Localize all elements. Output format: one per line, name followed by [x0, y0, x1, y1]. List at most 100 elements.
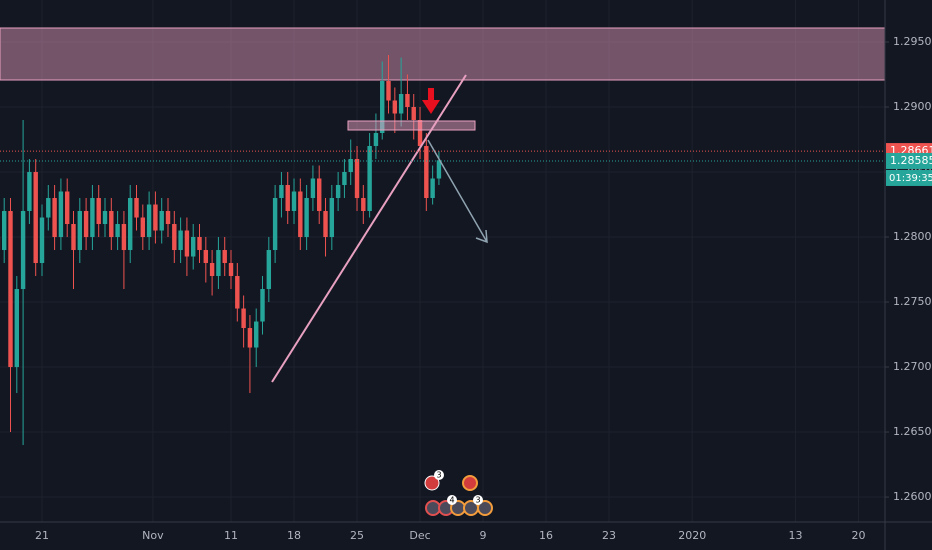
x-tick-label: 13 — [789, 529, 803, 542]
candle-body — [209, 263, 215, 277]
countdown-box — [886, 169, 932, 186]
candle-body — [272, 198, 278, 251]
candle-body — [140, 217, 146, 238]
candle-body — [392, 100, 398, 114]
candle-body — [279, 185, 284, 199]
y-tick-label: 1.26000 — [893, 490, 932, 503]
candle-body — [90, 198, 95, 238]
candle-body — [386, 80, 391, 101]
candle-body — [184, 230, 190, 257]
candle-body — [323, 211, 328, 238]
candle-body — [405, 93, 410, 108]
y-tick-label: 1.26500 — [893, 425, 932, 438]
candle-body — [39, 217, 45, 264]
y-tick-label: 1.29000 — [893, 100, 932, 113]
event-icon[interactable] — [424, 475, 440, 491]
candle-body — [310, 178, 316, 199]
candle-body — [115, 224, 120, 238]
candle-body — [254, 321, 259, 348]
candle-body — [146, 204, 152, 238]
candle-body — [121, 224, 127, 251]
candle-body — [298, 191, 303, 238]
candle-body — [1, 211, 7, 251]
candle-body — [266, 250, 272, 290]
candle-body — [27, 172, 32, 212]
event-count: 3 — [475, 496, 480, 505]
event-count: 3 — [436, 471, 441, 480]
candle-body — [58, 191, 64, 238]
event-icon[interactable] — [477, 500, 493, 516]
projection-arrow — [427, 139, 488, 243]
x-tick-label: 18 — [287, 529, 301, 542]
candle-body — [329, 198, 335, 238]
events: 3 4 3 — [424, 470, 493, 516]
trend-line — [271, 74, 467, 383]
candle-body — [222, 250, 227, 264]
candle-body — [83, 211, 89, 238]
axes: 1.26000 1.26500 1.27000 1.27500 1.28000 1.285… — [0, 35, 932, 542]
candle-body — [247, 328, 253, 348]
candle-body — [172, 224, 177, 251]
candle-body — [373, 133, 379, 147]
candle-body — [128, 198, 133, 251]
candle-body — [354, 159, 360, 199]
support-box — [347, 120, 476, 131]
x-tick-label: 9 — [480, 529, 487, 542]
candle-body — [216, 250, 221, 277]
resistance-zone — [0, 27, 886, 81]
candle-body — [424, 146, 429, 199]
x-tick-label: 23 — [602, 529, 616, 542]
candles — [0, 54, 442, 446]
x-tick-label: 16 — [539, 529, 553, 542]
candle-body — [77, 211, 83, 251]
x-tick-label: 25 — [350, 529, 364, 542]
candle-body — [178, 230, 183, 251]
candle-body — [159, 211, 164, 231]
candle-body — [109, 211, 114, 238]
y-tick-label: 1.27500 — [893, 295, 932, 308]
candle-body — [285, 185, 290, 212]
arrow-head — [475, 229, 488, 244]
event-badge — [473, 495, 483, 505]
candle-body — [8, 211, 13, 368]
candle-body — [241, 308, 246, 329]
candle-body — [430, 178, 435, 199]
candle-body — [33, 172, 38, 264]
candle-body — [317, 178, 322, 212]
candle-body — [260, 289, 265, 322]
candle-body — [64, 191, 70, 225]
candle-body — [71, 224, 76, 251]
candle-body — [436, 160, 442, 179]
candle-body — [335, 185, 341, 199]
down-arrow — [422, 88, 440, 114]
event-badge — [447, 495, 457, 505]
candle-body — [228, 263, 234, 277]
candle-body — [304, 198, 309, 238]
event-icon[interactable] — [425, 500, 441, 516]
countdown: 01:39:35 — [889, 173, 932, 184]
x-tick-label: 2020 — [678, 529, 706, 542]
candle-body — [203, 250, 209, 264]
x-tick-label: 11 — [224, 529, 238, 542]
x-tick-label: 21 — [35, 529, 49, 542]
candle-body — [235, 276, 240, 309]
candle-body — [46, 198, 51, 218]
price-label-box — [886, 152, 932, 169]
candle-body — [191, 237, 196, 257]
candle-body — [411, 107, 416, 121]
candle-body — [342, 172, 347, 186]
x-tick-label: 20 — [852, 529, 866, 542]
x-tick-label: Dec — [409, 529, 430, 542]
candle-body — [380, 80, 385, 134]
candle-body — [20, 211, 26, 290]
candle-body — [348, 159, 353, 173]
candle-body — [398, 93, 404, 114]
candle-body — [96, 198, 101, 225]
event-icon[interactable] — [462, 475, 478, 491]
y-tick-label: 1.28000 — [893, 230, 932, 243]
candle-body — [102, 211, 108, 225]
candle-body — [367, 146, 372, 212]
candle-body — [417, 120, 423, 147]
candle-body — [153, 204, 158, 231]
